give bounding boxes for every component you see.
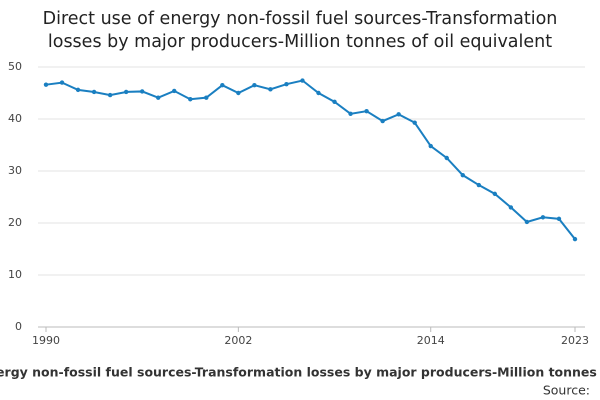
x-tick-label: 2002 bbox=[224, 334, 252, 347]
point bbox=[348, 111, 353, 117]
y-tick-label: 40 bbox=[8, 112, 22, 125]
point bbox=[59, 80, 65, 85]
point bbox=[204, 95, 209, 100]
point bbox=[316, 90, 321, 96]
point bbox=[540, 215, 546, 220]
x-axis-label: Direct use of energy non-fossil fuel sou… bbox=[0, 365, 600, 380]
point bbox=[107, 92, 113, 98]
point bbox=[156, 95, 161, 100]
point bbox=[524, 219, 530, 225]
point bbox=[444, 155, 449, 161]
x-tick-label: 2014 bbox=[417, 334, 445, 347]
point bbox=[556, 216, 562, 222]
y-tick-label: 20 bbox=[8, 216, 22, 229]
point bbox=[268, 87, 273, 92]
point bbox=[332, 99, 337, 105]
point bbox=[300, 78, 305, 83]
point bbox=[220, 83, 225, 88]
point bbox=[396, 112, 401, 117]
point bbox=[172, 88, 177, 94]
x-tick-label: 2023 bbox=[561, 334, 589, 347]
source: Source: bbox=[543, 383, 590, 398]
point bbox=[284, 81, 289, 87]
point bbox=[75, 87, 81, 93]
chart-title: Direct use of energy non-fossil fuel sou… bbox=[43, 9, 558, 52]
point bbox=[236, 90, 241, 96]
x-tick-label: 1990 bbox=[32, 334, 60, 347]
y-tick-label: 50 bbox=[8, 60, 22, 73]
point bbox=[380, 118, 385, 124]
point bbox=[43, 82, 49, 87]
point bbox=[412, 120, 417, 125]
point bbox=[364, 109, 369, 114]
point bbox=[188, 97, 193, 102]
y-tick-label: 0 bbox=[15, 320, 22, 333]
y-tick-label: 10 bbox=[8, 268, 22, 281]
point bbox=[139, 89, 145, 94]
point bbox=[476, 182, 482, 188]
point bbox=[91, 89, 97, 95]
point bbox=[123, 89, 129, 95]
point bbox=[492, 191, 498, 197]
point bbox=[572, 236, 578, 242]
point bbox=[252, 83, 257, 88]
point bbox=[508, 205, 514, 210]
line bbox=[45, 79, 576, 240]
y-tick-label: 30 bbox=[8, 164, 22, 177]
point bbox=[460, 172, 465, 178]
point bbox=[428, 143, 433, 149]
